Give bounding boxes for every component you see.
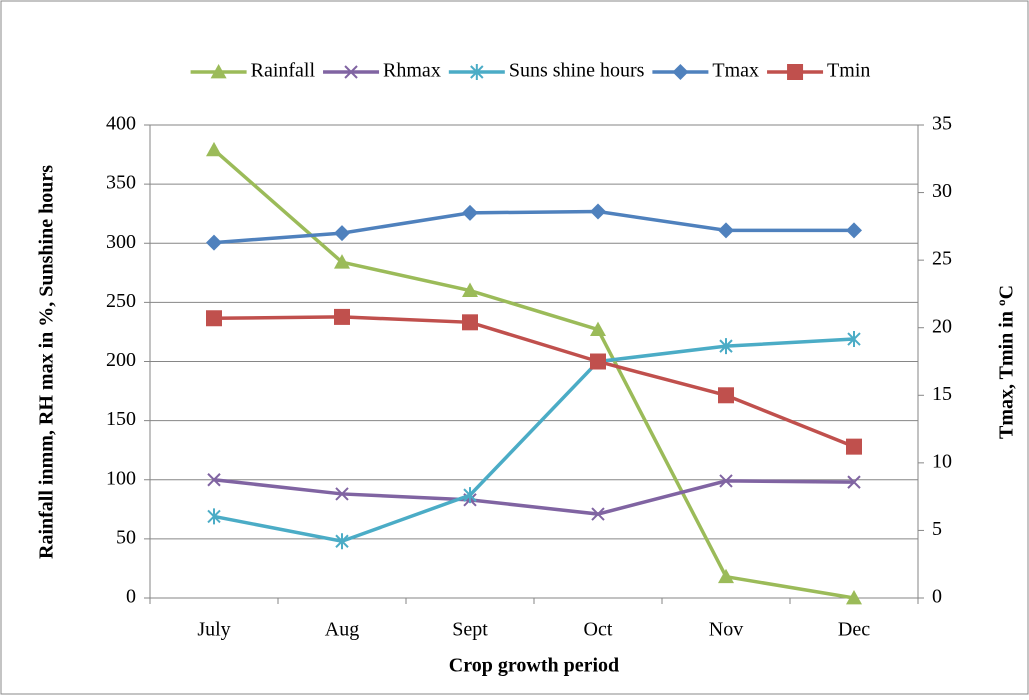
- marker: [470, 64, 484, 80]
- y2-tick-label: 30: [932, 180, 952, 202]
- marker: [672, 64, 689, 80]
- marker: [787, 64, 804, 80]
- marker: [846, 590, 862, 605]
- y2-tick-label: 5: [932, 518, 942, 540]
- series-line: [213, 209, 854, 245]
- marker: [590, 353, 606, 370]
- x-axis-title: Crop growth period: [449, 655, 619, 677]
- marker: [207, 508, 221, 525]
- marker: [462, 314, 478, 331]
- y2-tick-label: 35: [932, 113, 952, 135]
- x-tick-label: Oct: [584, 619, 613, 641]
- y-tick-label: 250: [106, 290, 136, 312]
- series-line: [212, 148, 855, 600]
- x-tick-label: Nov: [709, 619, 743, 641]
- y-tick-label: 100: [106, 467, 136, 489]
- x-tick-label: Aug: [325, 619, 359, 641]
- y2-axis-title: Tmax, Tmin in ºC: [996, 285, 1018, 439]
- y-tick-label: 200: [106, 349, 136, 371]
- y-axis-title: Rainfall inmm, RH max in %, Sunshine hou…: [36, 165, 58, 559]
- marker: [846, 438, 862, 455]
- series-line: [213, 315, 855, 449]
- legend-label: Tmax: [712, 60, 759, 82]
- marker: [462, 282, 478, 297]
- y2-tick-label: 20: [932, 315, 952, 337]
- legend-label: Tmin: [827, 60, 870, 82]
- marker: [719, 338, 733, 355]
- marker: [334, 308, 350, 325]
- marker: [590, 321, 606, 336]
- series-line: [213, 478, 855, 516]
- x-tick-label: Sept: [452, 619, 488, 641]
- marker: [462, 204, 478, 221]
- y-tick-label: 0: [126, 586, 136, 608]
- marker: [463, 487, 477, 504]
- marker: [719, 474, 733, 488]
- marker: [206, 310, 222, 327]
- marker: [718, 387, 734, 404]
- y2-tick-label: 0: [932, 586, 942, 608]
- y2-tick-label: 10: [932, 450, 952, 472]
- marker: [206, 141, 222, 157]
- marker: [718, 222, 734, 239]
- marker: [206, 234, 222, 251]
- marker: [335, 533, 349, 550]
- marker: [846, 222, 862, 239]
- y-tick-label: 350: [106, 172, 136, 194]
- y-tick-label: 300: [106, 231, 136, 253]
- marker: [334, 225, 350, 242]
- series-line: [213, 337, 855, 544]
- y-tick-label: 50: [116, 526, 136, 548]
- legend-label: Rainfall: [251, 60, 316, 82]
- marker: [591, 507, 605, 521]
- y-tick-label: 150: [106, 408, 136, 430]
- marker: [847, 331, 861, 348]
- marker: [207, 473, 221, 487]
- legend-label: Suns shine hours: [509, 60, 645, 82]
- y-tick-label: 400: [106, 113, 136, 135]
- marker: [718, 568, 734, 584]
- marker: [344, 65, 358, 79]
- x-tick-label: Dec: [838, 619, 870, 641]
- y2-tick-label: 25: [932, 248, 952, 270]
- y2-tick-label: 15: [932, 383, 952, 405]
- marker: [335, 487, 349, 501]
- marker: [590, 203, 606, 220]
- legend-label: Rhmax: [383, 60, 441, 82]
- marker: [847, 475, 861, 489]
- x-tick-label: July: [197, 619, 230, 641]
- legend: Rainfall Rhmax Suns shine hours Tmax Tmin: [190, 60, 870, 82]
- marker: [210, 64, 227, 79]
- marker: [334, 254, 350, 269]
